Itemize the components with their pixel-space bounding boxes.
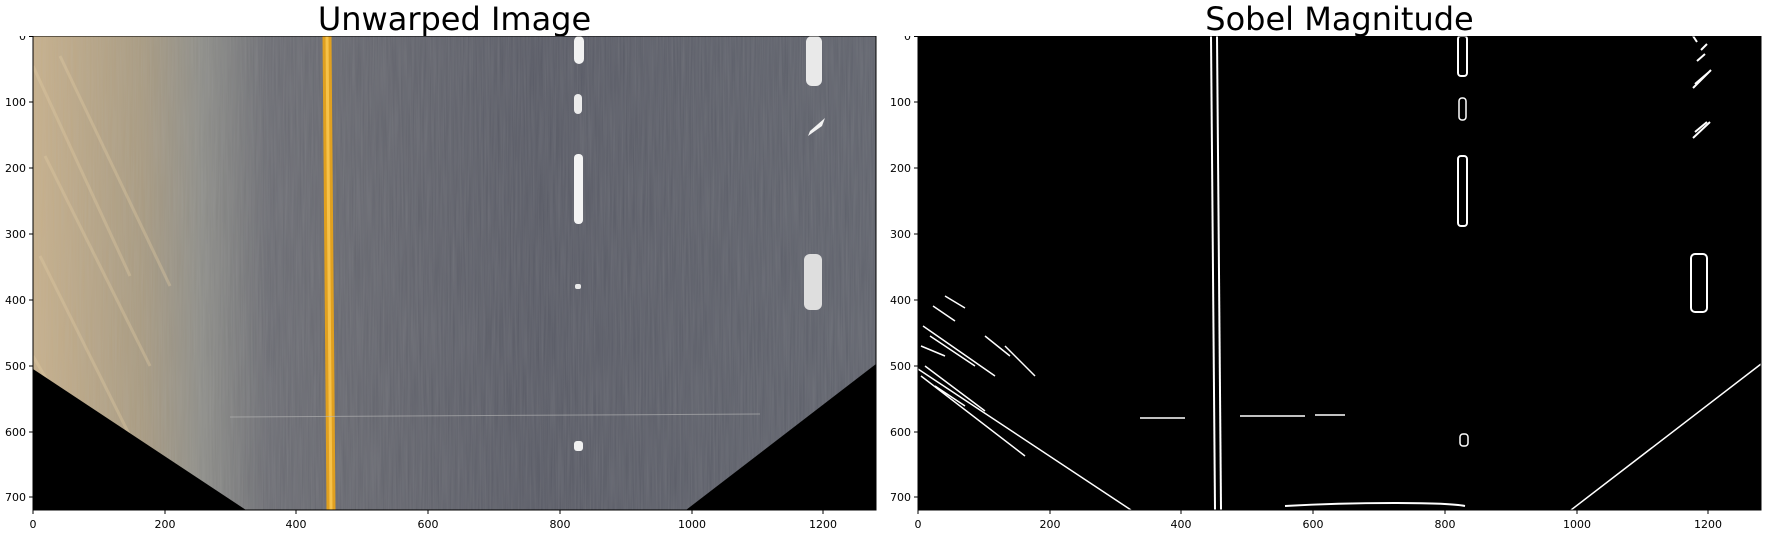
- left-x-tick-label: 400: [286, 518, 307, 531]
- left-y-tick-label: 600: [5, 426, 26, 439]
- left-y-tick-label: 400: [5, 294, 26, 307]
- left-x-tick-label: 1200: [809, 518, 837, 531]
- left-y-tick-label: 500: [5, 360, 26, 373]
- left-x-tick-label: 600: [418, 518, 439, 531]
- right-panel-axes: 0 200 400 600 800 1000 1200 0 100 200 30…: [890, 36, 1762, 531]
- left-x-tick-label: 1000: [678, 518, 706, 531]
- right-panel-title: Sobel Magnitude: [1205, 0, 1474, 38]
- right-y-tick-label: 700: [890, 491, 911, 504]
- right-y-tick-label: 0: [904, 36, 911, 43]
- right-x-tick-label: 1000: [1563, 518, 1591, 531]
- left-y-tick-label: 700: [5, 491, 26, 504]
- right-y-tick-label: 100: [890, 96, 911, 109]
- left-x-tick-label: 800: [550, 518, 571, 531]
- left-y-tick-label: 200: [5, 162, 26, 175]
- right-y-ticks: 0 100 200 300 400 500 600 700: [890, 36, 918, 504]
- left-x-tick-label: 0: [30, 518, 37, 531]
- right-y-tick-label: 400: [890, 294, 911, 307]
- left-y-ticks: 0 100 200 300 400 500 600 700: [5, 36, 33, 504]
- left-y-tick-label: 100: [5, 96, 26, 109]
- right-y-tick-label: 600: [890, 426, 911, 439]
- left-y-tick-label: 0: [19, 36, 26, 43]
- sobel-edge-image: [918, 36, 1761, 510]
- right-x-tick-label: 1200: [1694, 518, 1722, 531]
- left-y-tick-label: 300: [5, 228, 26, 241]
- left-x-ticks: 0 200 400 600 800 1000 1200: [30, 510, 837, 531]
- right-x-tick-label: 0: [915, 518, 922, 531]
- right-x-tick-label: 400: [1171, 518, 1192, 531]
- right-y-tick-label: 500: [890, 360, 911, 373]
- right-y-tick-label: 300: [890, 228, 911, 241]
- right-x-tick-label: 800: [1435, 518, 1456, 531]
- right-y-tick-label: 200: [890, 162, 911, 175]
- left-x-tick-label: 200: [155, 518, 176, 531]
- left-panel-title: Unwarped Image: [317, 0, 592, 38]
- right-x-ticks: 0 200 400 600 800 1000 1200: [915, 510, 1722, 531]
- unwarped-road-image: [33, 36, 876, 510]
- right-x-tick-label: 600: [1303, 518, 1324, 531]
- right-x-tick-label: 200: [1040, 518, 1061, 531]
- left-panel-axes: 0 200 400 600 800 1000 1200 0 100 200 30…: [5, 36, 877, 531]
